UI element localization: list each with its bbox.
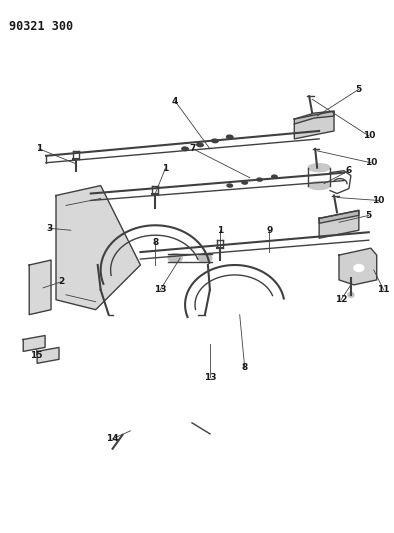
Polygon shape <box>37 348 59 364</box>
Text: 10: 10 <box>362 132 375 140</box>
Polygon shape <box>294 111 334 124</box>
Polygon shape <box>339 248 377 285</box>
Text: 13: 13 <box>154 285 167 294</box>
Text: 1: 1 <box>36 144 42 154</box>
Text: 10: 10 <box>372 196 385 205</box>
Ellipse shape <box>211 139 219 143</box>
Ellipse shape <box>241 180 248 185</box>
Text: 5: 5 <box>366 211 372 220</box>
Text: 6: 6 <box>346 166 352 175</box>
Ellipse shape <box>226 183 233 188</box>
Text: 1: 1 <box>162 164 168 173</box>
Ellipse shape <box>271 174 278 179</box>
Ellipse shape <box>226 134 234 140</box>
Text: 1: 1 <box>217 226 223 235</box>
Polygon shape <box>319 211 359 223</box>
Text: 14: 14 <box>106 434 119 443</box>
Text: 11: 11 <box>377 285 390 294</box>
Text: 3: 3 <box>46 224 52 233</box>
Ellipse shape <box>348 292 354 297</box>
Ellipse shape <box>168 254 182 263</box>
Text: 10: 10 <box>364 158 377 167</box>
Text: 12: 12 <box>335 295 347 304</box>
Text: 8: 8 <box>242 363 248 372</box>
Ellipse shape <box>181 147 189 151</box>
Text: 90321 300: 90321 300 <box>9 20 73 33</box>
Text: 9: 9 <box>266 226 273 235</box>
Ellipse shape <box>198 254 212 263</box>
Text: 5: 5 <box>356 85 362 94</box>
Text: 13: 13 <box>204 373 216 382</box>
Ellipse shape <box>354 264 364 271</box>
Polygon shape <box>56 185 140 310</box>
Ellipse shape <box>196 142 204 147</box>
Text: 4: 4 <box>172 96 178 106</box>
Text: 2: 2 <box>58 277 64 286</box>
Text: 8: 8 <box>152 238 158 247</box>
Ellipse shape <box>308 182 330 190</box>
Ellipse shape <box>256 177 263 182</box>
Ellipse shape <box>308 164 330 172</box>
Polygon shape <box>29 260 51 314</box>
Text: 7: 7 <box>190 144 196 154</box>
Polygon shape <box>319 211 359 238</box>
Text: 15: 15 <box>30 351 43 360</box>
Polygon shape <box>23 335 45 351</box>
Polygon shape <box>294 111 334 139</box>
